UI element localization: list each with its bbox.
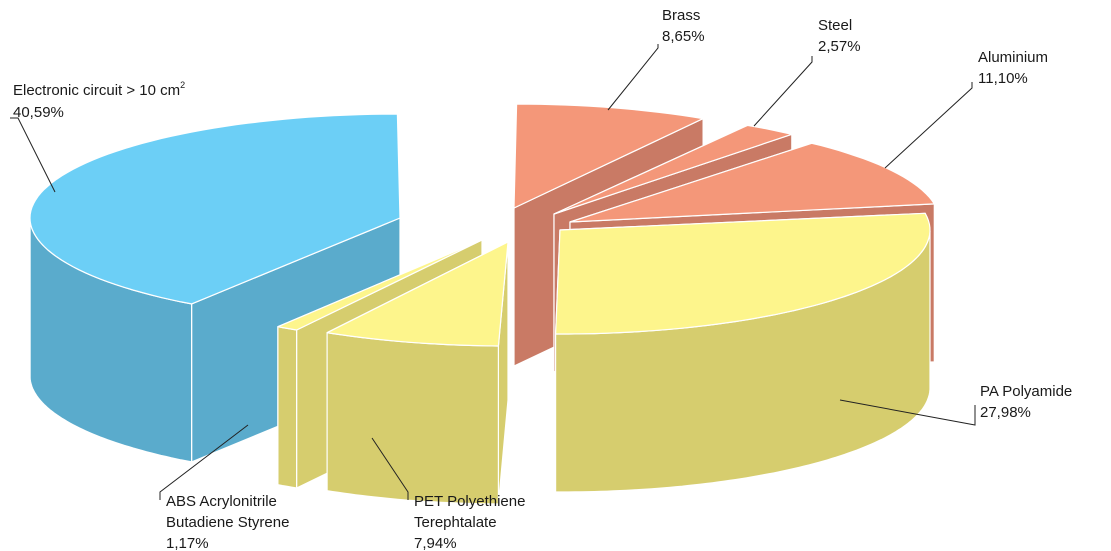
label-steel: Steel — [818, 17, 852, 34]
slice-labels: Electronic circuit > 10 cm2 40,59% ABS A… — [13, 7, 1072, 551]
leader-line-steel — [753, 56, 813, 127]
label-abs-line1: ABS Acrylonitrile — [166, 493, 277, 510]
leader-line-pet — [371, 437, 409, 500]
label-abs-line2: Butadiene Styrene — [166, 514, 289, 531]
slice-top-pet — [326, 241, 509, 347]
slice-wall-pet — [326, 332, 499, 505]
label-pa: PA Polyamide — [980, 383, 1072, 400]
leader-line-electronic — [10, 117, 56, 193]
value-steel: 2,57% — [818, 38, 861, 55]
value-aluminium: 11,10% — [978, 70, 1028, 87]
value-pa: 27,98% — [980, 404, 1031, 421]
label-electronic: Electronic circuit > 10 cm2 — [13, 80, 185, 99]
slice-top-steel — [553, 124, 793, 215]
label-aluminium: Aluminium — [978, 49, 1048, 66]
leader-lines — [10, 44, 976, 500]
leader-line-abs — [159, 424, 249, 500]
slice-top-pa — [554, 212, 931, 335]
value-electronic: 40,59% — [13, 104, 64, 121]
slice-top-electronic — [29, 113, 401, 305]
value-abs: 1,17% — [166, 535, 209, 551]
label-pet-line1: PET Polyethiene — [414, 493, 525, 510]
label-pet-line2: Terephtalate — [414, 514, 497, 531]
value-brass: 8,65% — [662, 28, 705, 45]
slice-wall-abs — [277, 326, 298, 489]
slice-top-brass — [513, 103, 704, 209]
leader-line-brass — [607, 44, 659, 111]
leader-line-pa — [839, 399, 976, 426]
value-pet: 7,94% — [414, 535, 457, 551]
label-brass: Brass — [662, 7, 700, 24]
slice-top-abs — [277, 239, 483, 331]
pie-slices — [29, 103, 935, 505]
slice-top-aluminium — [569, 142, 935, 223]
leader-line-aluminium — [884, 82, 973, 169]
